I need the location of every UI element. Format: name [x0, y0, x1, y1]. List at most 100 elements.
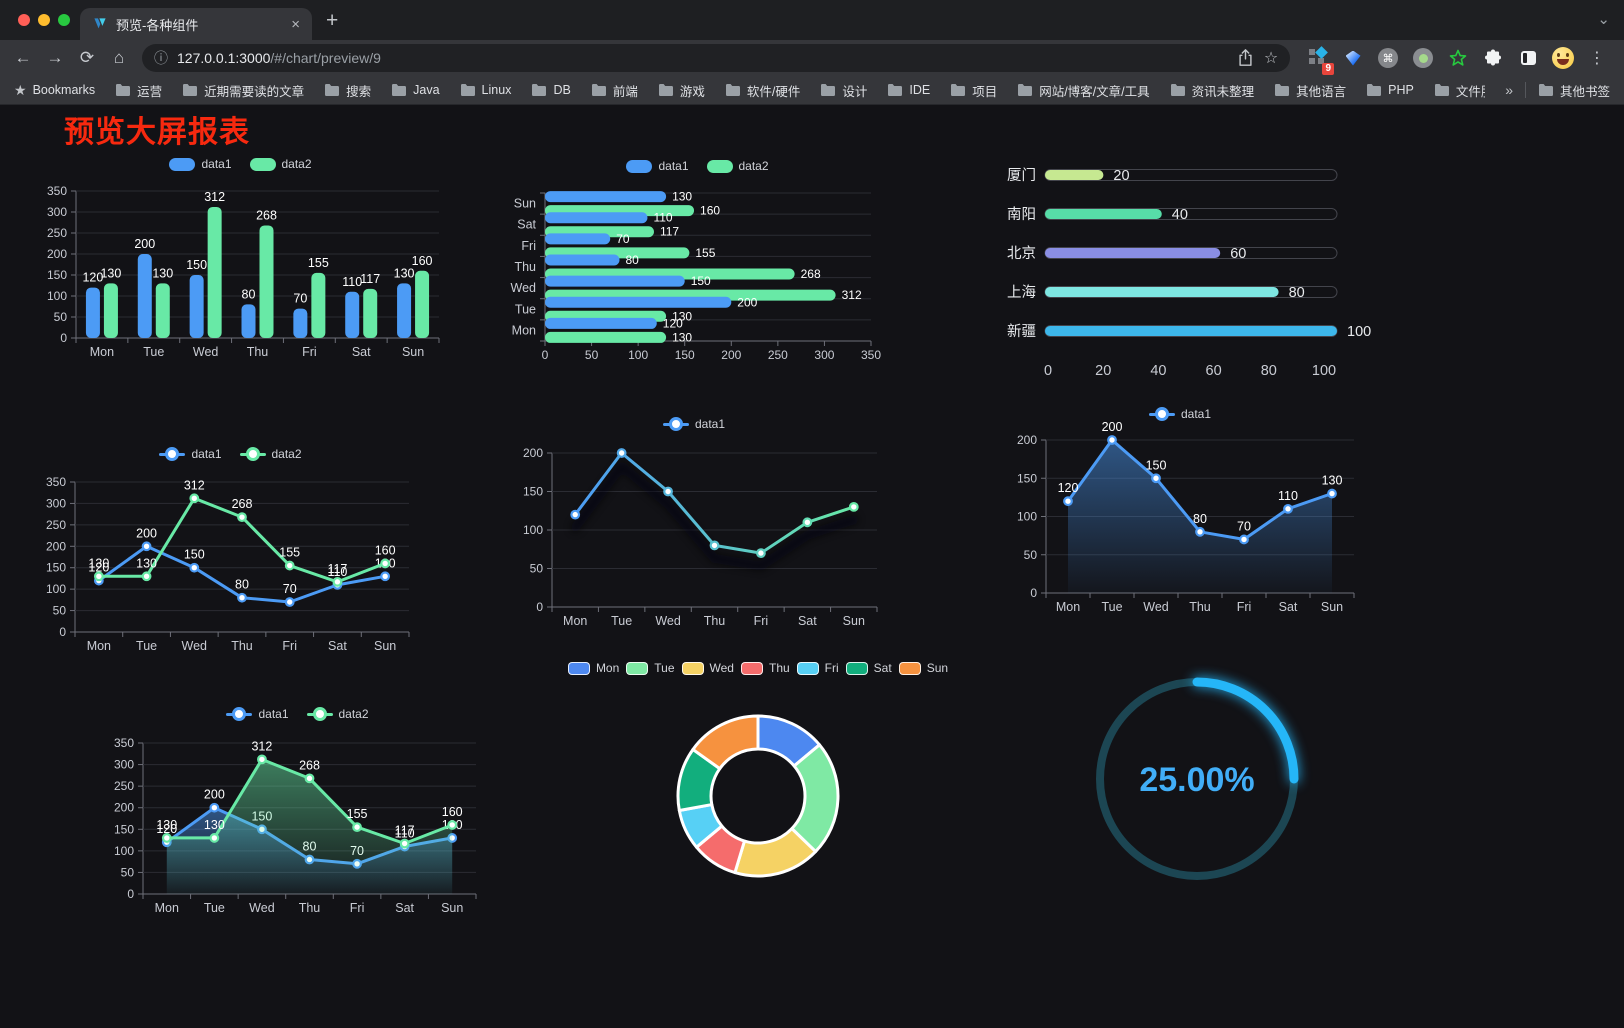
bookmark-folder[interactable]: Java [391, 81, 440, 100]
svg-text:Mon: Mon [87, 639, 111, 653]
share-icon[interactable] [1232, 45, 1258, 71]
command-circle-extension-icon[interactable]: ⌘ [1376, 46, 1400, 70]
legend-item-Mon[interactable]: Mon [567, 661, 620, 675]
legend-item-data1[interactable]: data1 [159, 447, 222, 461]
svg-text:312: 312 [251, 739, 272, 753]
legend-label: data1 [694, 417, 726, 431]
reload-button[interactable]: ⟳ [79, 48, 95, 67]
legend-item-data2[interactable]: data2 [306, 707, 369, 721]
legend-item-data2[interactable]: data2 [706, 159, 769, 173]
other-bookmarks[interactable]: 其他书签 [1538, 81, 1610, 100]
x-axis: Mon Tue Wed Thu Fri Sat Sun [74, 631, 410, 653]
data1-value-labels: 120 200 150 80 70 110 130 [88, 526, 395, 596]
svg-text:100: 100 [523, 523, 543, 537]
bookmark-folder[interactable]: 软件/硬件 [725, 81, 800, 100]
bookmark-folder-label: 项目 [972, 84, 998, 99]
puzzle-extensions-icon[interactable] [1481, 46, 1505, 70]
legend-label: data2 [281, 157, 312, 171]
svg-text:130: 130 [204, 818, 225, 832]
legend-item-data2[interactable]: data2 [249, 157, 312, 171]
folder-icon [116, 84, 131, 96]
site-info-icon[interactable]: ⓘ [154, 50, 168, 66]
svg-text:100: 100 [1347, 324, 1371, 340]
data1-line-shadow [570, 461, 859, 571]
bookmark-folder[interactable]: PHP [1366, 81, 1414, 100]
bookmark-page-star-icon[interactable]: ☆ [1263, 50, 1279, 67]
legend-item-Thu[interactable]: Thu [740, 661, 790, 675]
legend-label: Sat [873, 661, 892, 675]
legend-item-Wed[interactable]: Wed [681, 661, 734, 675]
legend-item-data1[interactable]: data1 [626, 159, 689, 173]
legend-label: Mon [595, 661, 620, 675]
pinned-grid-extension-icon[interactable]: 9 [1306, 46, 1334, 75]
legend-item-data1[interactable]: data1 [1148, 407, 1211, 421]
legend-item-data1[interactable]: data1 [662, 417, 726, 431]
forward-button[interactable]: → [46, 48, 64, 67]
data2-value-labels: 130 130 312 268 155 117 160 [100, 190, 432, 286]
dot-circle-extension-icon[interactable] [1411, 46, 1435, 70]
legend-label: data2 [271, 447, 302, 461]
legend-item-data1[interactable]: data1 [226, 707, 289, 721]
svg-text:厦门: 厦门 [1007, 167, 1036, 184]
x-axis: 0 50 100 150 200 250 300 350 [542, 340, 881, 362]
side-panel-icon[interactable] [1516, 46, 1540, 70]
folder-icon [1434, 84, 1449, 96]
svg-text:300: 300 [47, 205, 67, 219]
svg-text:300: 300 [114, 758, 134, 772]
maximize-window-button[interactable] [58, 14, 70, 26]
profile-avatar[interactable] [1551, 46, 1575, 70]
svg-text:Sun: Sun [843, 614, 865, 628]
other-bookmarks-label: 其他书签 [1559, 84, 1610, 99]
svg-text:300: 300 [46, 496, 66, 510]
bookmark-folder[interactable]: 近期需要读的文章 [182, 81, 304, 100]
legend-label: Sun [926, 661, 949, 675]
back-button[interactable]: ← [14, 48, 32, 67]
legend-item-Sun[interactable]: Sun [898, 661, 949, 675]
slice-Sun[interactable] [691, 714, 760, 771]
bookmark-folder[interactable]: DB [531, 81, 571, 100]
chart-percent-gauge: 25.00% [1085, 675, 1309, 891]
bookmark-folder[interactable]: 运营 [115, 81, 162, 100]
window-titlebar: 预览-各种组件 × + ⌄ [0, 0, 1624, 40]
svg-text:350: 350 [861, 348, 881, 362]
tab-list-chevron-icon[interactable]: ⌄ [1597, 11, 1610, 28]
bookmark-folder[interactable]: 资讯未整理 [1170, 81, 1254, 100]
address-bar[interactable]: ⓘ 127.0.0.1:3000 /#/chart/preview/9 ☆ [142, 44, 1290, 72]
tab-close-button[interactable]: × [291, 15, 300, 33]
legend-label: data1 [258, 707, 289, 721]
bookmark-folder[interactable]: 其他语言 [1274, 81, 1346, 100]
bookmark-folder[interactable]: 项目 [950, 81, 997, 100]
green-star-extension-icon[interactable] [1446, 46, 1470, 70]
bookmark-folder[interactable]: 搜索 [324, 81, 371, 100]
browser-tab[interactable]: 预览-各种组件 × [80, 8, 312, 40]
svg-text:Sat: Sat [1279, 600, 1298, 614]
bookmarks-manager[interactable]: ★ Bookmarks [14, 82, 95, 99]
minimize-window-button[interactable] [38, 14, 50, 26]
legend-label: data1 [191, 447, 222, 461]
bookmark-folder[interactable]: 文件服务器 [1434, 81, 1485, 100]
close-window-button[interactable] [18, 14, 30, 26]
svg-text:Wed: Wed [511, 281, 537, 295]
bookmark-folder[interactable]: IDE [887, 81, 930, 100]
new-tab-button[interactable]: + [326, 9, 339, 32]
bookmark-folder[interactable]: 游戏 [658, 81, 705, 100]
home-button[interactable]: ⌂ [113, 48, 125, 67]
bookmarks-overflow-chevron[interactable]: » [1505, 82, 1513, 98]
bookmark-folder-label: 文件服务器 [1455, 84, 1485, 99]
bookmark-folder[interactable]: 网站/博客/文章/工具 [1017, 81, 1150, 100]
legend-item-data2[interactable]: data2 [239, 447, 302, 461]
bookmark-folder[interactable]: 前端 [591, 81, 638, 100]
gem-extension-icon[interactable] [1341, 46, 1365, 70]
legend-item-Tue[interactable]: Tue [626, 661, 675, 675]
svg-text:Sun: Sun [402, 345, 424, 359]
legend-item-data1[interactable]: data1 [169, 157, 232, 171]
bookmark-folder[interactable]: 设计 [820, 81, 867, 100]
svg-text:Tue: Tue [515, 302, 536, 316]
svg-text:20: 20 [1095, 363, 1111, 379]
legend-item-Sat[interactable]: Sat [845, 661, 892, 675]
bookmark-folder[interactable]: Linux [460, 81, 511, 100]
browser-menu-button[interactable]: ⋮ [1589, 50, 1605, 67]
progress-fill-北京 [1045, 248, 1221, 258]
legend-item-Fri[interactable]: Fri [796, 661, 839, 675]
svg-text:Tue: Tue [1101, 600, 1122, 614]
